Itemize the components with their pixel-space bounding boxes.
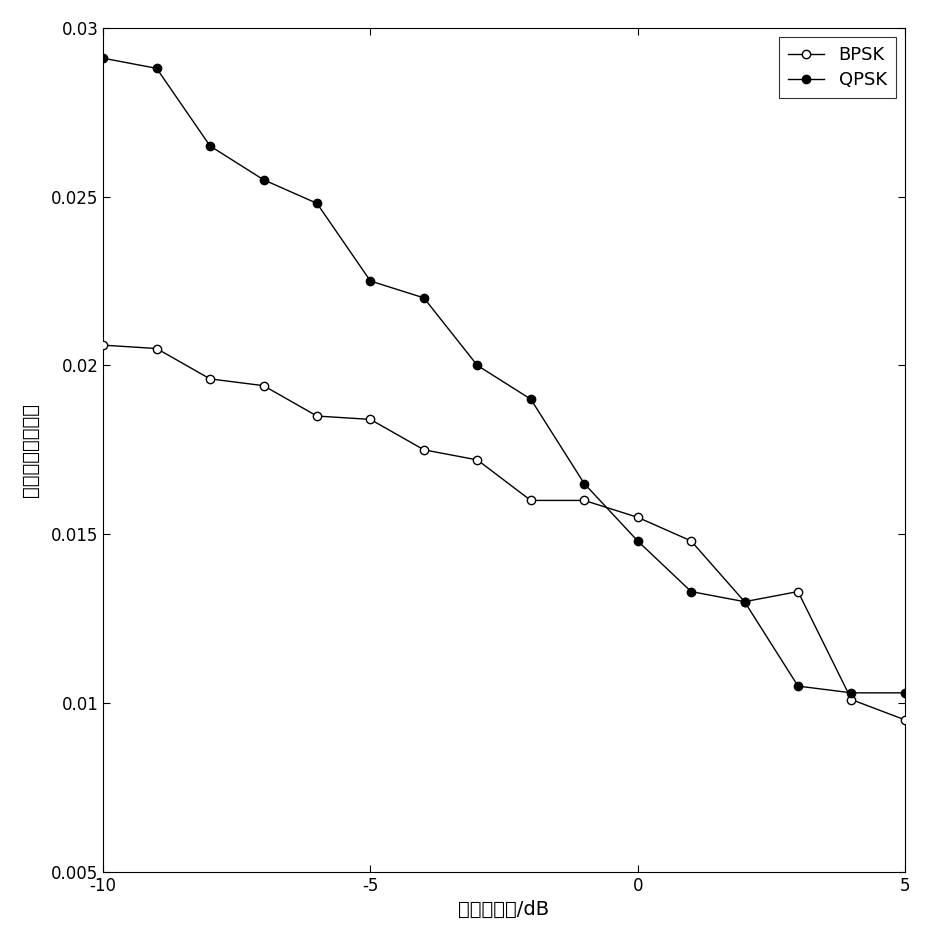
QPSK (525, 394, 536, 405)
QPSK (739, 596, 750, 607)
BPSK (418, 445, 429, 456)
QPSK (151, 63, 162, 74)
BPSK (98, 339, 109, 351)
QPSK (899, 687, 911, 698)
BPSK (846, 694, 857, 705)
QPSK (205, 140, 216, 151)
QPSK (258, 174, 269, 185)
BPSK (525, 494, 536, 506)
Legend: BPSK, QPSK: BPSK, QPSK (779, 37, 896, 98)
QPSK (98, 53, 109, 64)
Line: BPSK: BPSK (99, 341, 909, 724)
BPSK (472, 454, 483, 465)
QPSK (792, 681, 803, 692)
BPSK (258, 380, 269, 391)
QPSK (632, 535, 643, 546)
QPSK (365, 275, 376, 287)
BPSK (632, 511, 643, 523)
X-axis label: 混合信噪比/dB: 混合信噪比/dB (458, 901, 549, 919)
BPSK (311, 411, 322, 422)
BPSK (365, 414, 376, 425)
BPSK (151, 343, 162, 354)
QPSK (418, 292, 429, 304)
QPSK (472, 360, 483, 371)
Y-axis label: 归一化均方根误差: 归一化均方根误差 (20, 403, 40, 497)
Line: QPSK: QPSK (99, 54, 909, 697)
BPSK (899, 714, 911, 726)
BPSK (205, 373, 216, 384)
BPSK (579, 494, 590, 506)
BPSK (685, 535, 696, 546)
QPSK (311, 197, 322, 209)
BPSK (792, 586, 803, 597)
QPSK (846, 687, 857, 698)
BPSK (739, 596, 750, 607)
QPSK (579, 478, 590, 489)
QPSK (685, 586, 696, 597)
